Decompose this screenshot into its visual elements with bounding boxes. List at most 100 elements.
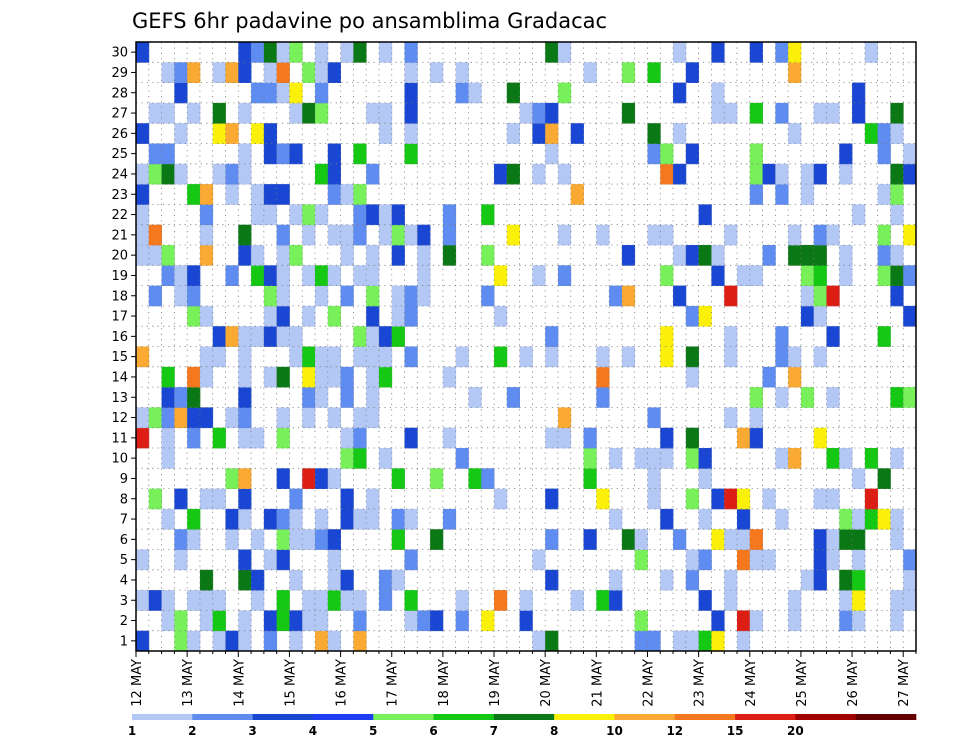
precip-cell: [199, 305, 214, 327]
precip-cell: [378, 123, 393, 144]
precip-cell: [813, 265, 827, 286]
precip-cell: [199, 590, 214, 611]
precip-cell: [442, 366, 457, 388]
precip-cell: [903, 569, 917, 591]
precip-cell: [660, 326, 674, 347]
precip-cell: [788, 610, 802, 632]
precip-cell: [813, 163, 827, 185]
precip-cell: [187, 529, 201, 550]
precip-cell: [826, 326, 840, 347]
precip-cell: [238, 610, 252, 632]
precip-cell: [468, 82, 482, 104]
precip-cell: [199, 569, 214, 591]
precip-cell: [647, 143, 661, 165]
precip-cell: [852, 610, 866, 632]
precip-cell: [749, 184, 763, 205]
precip-cell: [890, 204, 904, 226]
precip-cell: [519, 102, 533, 124]
precip-cell: [685, 366, 700, 388]
precip-cell: [225, 326, 239, 347]
precip-cell: [327, 366, 341, 388]
precip-cell: [417, 285, 431, 307]
precip-cell: [724, 102, 738, 124]
precip-cell: [455, 62, 469, 83]
precip-cell: [136, 163, 150, 185]
precip-cell: [391, 569, 405, 591]
precip-cell: [826, 285, 840, 307]
precip-cell: [327, 265, 341, 286]
precip-cell: [340, 569, 354, 591]
precip-cell: [890, 448, 904, 469]
colorbar-label: 8: [550, 724, 558, 738]
precip-cell: [302, 366, 316, 388]
precip-cell: [327, 630, 341, 652]
precip-cell: [276, 245, 290, 266]
precip-cell: [276, 224, 290, 246]
colorbar-swatch: [614, 714, 676, 720]
precip-cell: [545, 123, 559, 144]
precip-cell: [698, 245, 712, 266]
precip-cell: [251, 82, 265, 104]
precip-cell: [839, 610, 853, 632]
precip-cell: [366, 102, 380, 124]
precip-cell: [174, 265, 188, 286]
precip-cell: [685, 488, 700, 510]
colorbar-swatch: [252, 714, 314, 720]
precip-cell: [621, 102, 636, 124]
precip-cell: [225, 265, 239, 286]
precip-cell: [583, 62, 597, 83]
precip-cell: [442, 427, 457, 449]
precip-cell: [327, 184, 341, 205]
precip-cell: [813, 488, 827, 510]
precip-cell: [353, 42, 367, 63]
precip-cell: [276, 590, 290, 611]
precip-cell: [174, 285, 188, 307]
precip-cell: [238, 326, 252, 347]
precip-cell: [839, 163, 853, 185]
precip-cell: [148, 163, 162, 185]
precip-cell: [711, 630, 725, 652]
precip-cell: [353, 143, 367, 165]
precip-cell: [263, 630, 278, 652]
y-tick-label: 26: [111, 127, 128, 142]
precip-cell: [685, 569, 700, 591]
precip-cell: [366, 204, 380, 226]
precip-cell: [289, 346, 303, 368]
precip-cell: [315, 285, 329, 307]
precip-cell: [276, 468, 290, 489]
precip-cell: [494, 488, 508, 510]
precip-cell: [378, 224, 393, 246]
precip-cell: [289, 529, 303, 550]
precip-cell: [852, 569, 866, 591]
precip-cell: [749, 549, 763, 571]
precip-cell: [238, 630, 252, 652]
precip-cell: [442, 245, 457, 266]
precip-cell: [634, 630, 648, 652]
precip-cell: [225, 630, 239, 652]
precip-cell: [736, 610, 751, 632]
precip-cell: [315, 387, 329, 408]
precip-cell: [852, 82, 866, 104]
precip-cell: [788, 448, 802, 469]
precip-cell: [302, 468, 316, 489]
precip-cell: [340, 224, 354, 246]
precip-cell: [199, 224, 214, 246]
colorbar-label: 2: [188, 724, 196, 738]
precip-cell: [877, 265, 891, 286]
precip-cell: [596, 366, 610, 388]
precip-cell: [890, 610, 904, 632]
precip-cell: [263, 508, 278, 530]
precip-cell: [788, 245, 802, 266]
precip-cell: [813, 427, 827, 449]
precip-cell: [762, 366, 776, 388]
precip-cell: [289, 569, 303, 591]
x-tick-label: 27 MAY: [897, 659, 912, 707]
precip-cell: [852, 590, 866, 611]
precip-cell: [609, 448, 623, 469]
precip-cell: [238, 245, 252, 266]
precip-cell: [417, 224, 431, 246]
precip-cell: [187, 102, 201, 124]
precip-cell: [251, 427, 265, 449]
precip-cell: [557, 407, 572, 429]
